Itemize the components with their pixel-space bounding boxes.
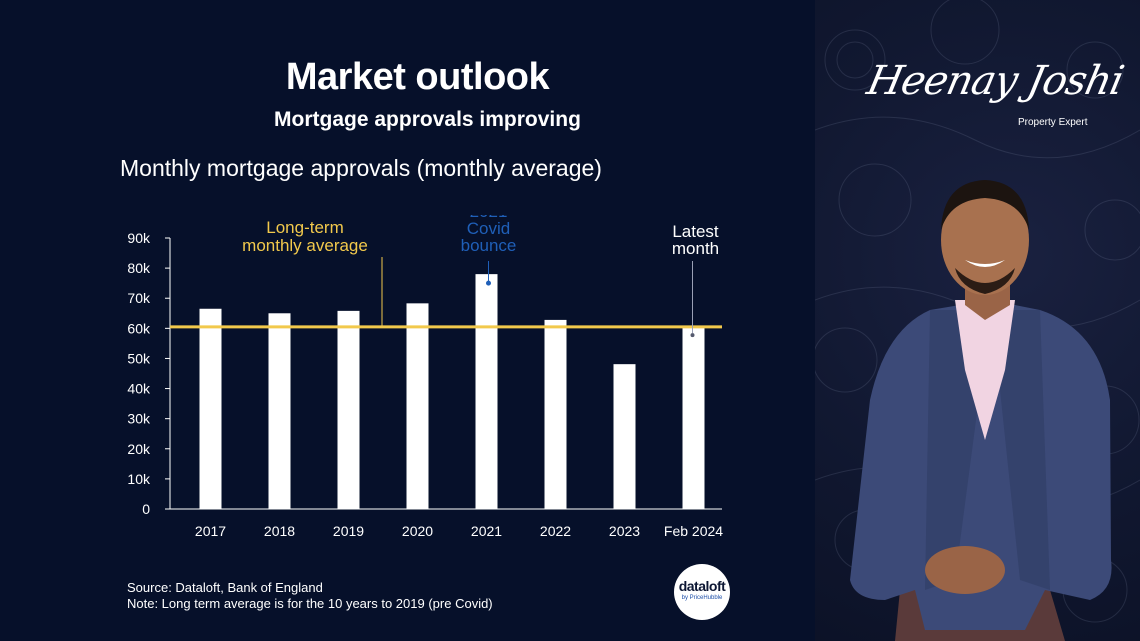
x-tick-label: 2019 — [333, 523, 364, 539]
bar — [337, 310, 360, 509]
latest-annotation-text: month — [672, 239, 719, 258]
latest-annotation-text: Latest — [672, 222, 719, 241]
bar — [544, 319, 567, 509]
source-notes: Source: Dataloft, Bank of England Note: … — [127, 580, 493, 612]
page-subtitle: Mortgage approvals improving — [274, 108, 581, 131]
logo-sub-text: by PriceHubble — [681, 595, 723, 601]
source-text: Source: Dataloft, Bank of England — [127, 580, 323, 595]
x-axis: 2017 2018 2019 2020 2021 2022 2023 Feb 2024 — [170, 508, 723, 539]
y-tick-label: 60k — [127, 320, 151, 336]
bars — [199, 274, 705, 509]
x-tick-label: 2017 — [195, 523, 226, 539]
presenter-photo — [850, 180, 1112, 641]
y-tick-label: 90k — [127, 230, 151, 246]
page-title: Market outlook — [285, 56, 550, 98]
signature-role: Property Expert — [1018, 117, 1088, 128]
reference-label-line1: Long-term — [266, 218, 343, 237]
bar — [199, 308, 222, 509]
y-tick-label: 80k — [127, 260, 151, 276]
x-tick-label: Feb 2024 — [664, 523, 723, 539]
x-tick-label: 2021 — [471, 523, 502, 539]
logo-main-text: dataloft — [678, 578, 726, 594]
y-axis: 0 10k 20k 30k 40k 50k 60k 70k 80k 90k — [127, 230, 171, 517]
chart-title: Monthly mortgage approvals (monthly aver… — [120, 155, 602, 181]
y-tick-label: 30k — [127, 411, 151, 427]
x-tick-label: 2018 — [264, 523, 295, 539]
bar — [406, 303, 429, 509]
y-tick-label: 0 — [142, 501, 150, 517]
y-tick-label: 10k — [127, 471, 151, 487]
note-text: Note: Long term average is for the 10 ye… — [127, 596, 493, 611]
y-tick-label: 20k — [127, 441, 151, 457]
reference-label-line2: monthly average — [242, 236, 368, 255]
bar — [475, 274, 498, 509]
covid-annotation-text: 2021 — [470, 215, 508, 221]
y-tick-label: 40k — [127, 381, 151, 397]
y-tick-label: 50k — [127, 350, 151, 366]
bar — [268, 313, 291, 509]
covid-annotation-dot — [486, 280, 491, 286]
covid-annotation-text: bounce — [461, 236, 517, 255]
x-tick-label: 2022 — [540, 523, 571, 539]
latest-annotation-dot — [690, 333, 695, 338]
covid-annotation-text: Covid — [467, 219, 510, 238]
x-tick-label: 2023 — [609, 523, 640, 539]
dataloft-logo: dataloft by PriceHubble — [674, 564, 730, 620]
y-tick-label: 70k — [127, 290, 151, 306]
bar — [613, 364, 636, 509]
signature-logo: Heenay Joshi — [863, 58, 1128, 104]
slide-panel: Market outlook Mortgage approvals improv… — [120, 56, 730, 620]
bar — [682, 327, 705, 509]
x-tick-label: 2020 — [402, 523, 433, 539]
